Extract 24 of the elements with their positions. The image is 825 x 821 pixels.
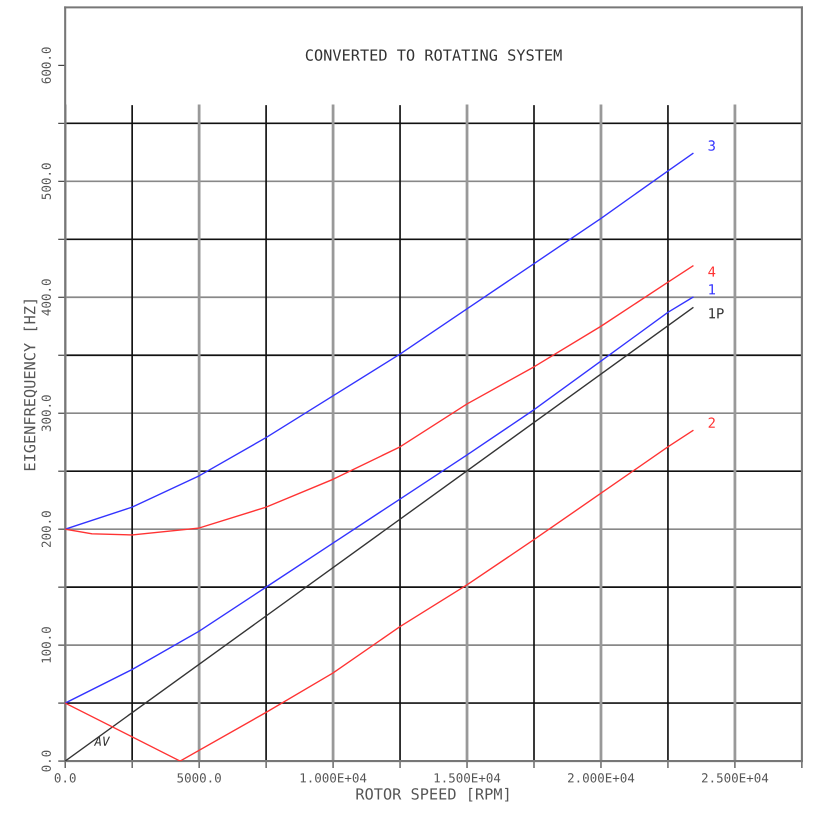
line-series bbox=[65, 265, 694, 536]
y-tick-label: 400.0 bbox=[41, 279, 51, 316]
series-label: 4 bbox=[708, 266, 716, 277]
series-label: 3 bbox=[708, 140, 715, 151]
x-tick-label: 1.000E+04 bbox=[300, 773, 366, 783]
x-tick-label: 2.000E+04 bbox=[568, 773, 634, 783]
series-label: 1 bbox=[709, 284, 716, 294]
x-axis-title: ROTOR SPEED [RPM] bbox=[356, 788, 508, 802]
y-tick-label: 300.0 bbox=[41, 395, 51, 432]
x-tick-label: 2.500E+04 bbox=[702, 773, 768, 783]
line-series bbox=[65, 430, 694, 762]
y-axis-title: EIGENFREQUENCY [HZ] bbox=[24, 300, 38, 470]
y-tick-label: 100.0 bbox=[41, 627, 51, 662]
series-label: 1P bbox=[709, 308, 724, 318]
x-tick-label: 5000.0 bbox=[177, 773, 221, 783]
x-tick-label: 0.0 bbox=[54, 773, 76, 783]
annotation: AV bbox=[94, 736, 110, 746]
text: CONVERTED TO ROTATING SYSTEM bbox=[306, 49, 562, 61]
y-tick-label: 500.0 bbox=[41, 163, 51, 200]
series-label: 2 bbox=[708, 417, 715, 428]
line-series bbox=[65, 152, 694, 530]
y-tick-label: 600.0 bbox=[41, 47, 51, 84]
x-tick-label: 1.500E+04 bbox=[434, 773, 500, 783]
y-tick-label: 200.0 bbox=[41, 511, 51, 548]
